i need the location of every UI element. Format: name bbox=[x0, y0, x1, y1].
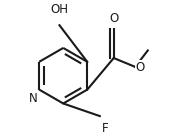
Text: N: N bbox=[29, 92, 37, 105]
Text: O: O bbox=[136, 61, 145, 74]
Text: OH: OH bbox=[50, 3, 68, 16]
Text: O: O bbox=[109, 12, 118, 25]
Text: F: F bbox=[102, 122, 108, 135]
